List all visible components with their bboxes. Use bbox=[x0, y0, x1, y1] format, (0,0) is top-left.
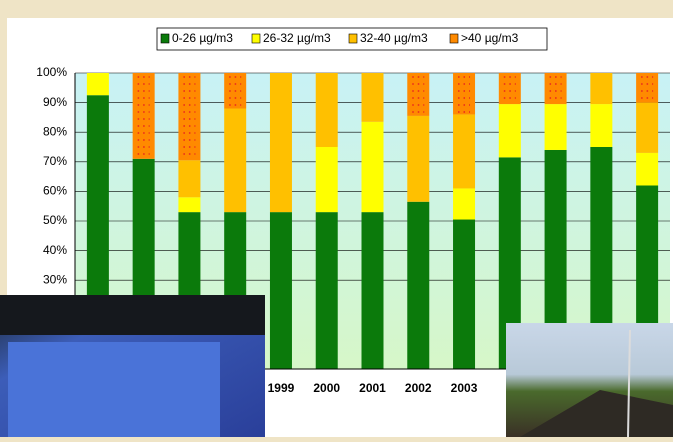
bar-segment bbox=[315, 147, 338, 213]
legend-label: >40 µg/m3 bbox=[461, 31, 519, 45]
bar-segment bbox=[453, 219, 476, 369]
y-tick-label: 60% bbox=[43, 184, 67, 198]
legend-label: 26-32 µg/m3 bbox=[263, 31, 331, 45]
y-tick-label: 70% bbox=[43, 154, 67, 168]
y-tick-label: 90% bbox=[43, 95, 67, 109]
bar-segment bbox=[269, 73, 292, 213]
photo-pole bbox=[627, 329, 631, 438]
y-tick-label: 80% bbox=[43, 124, 67, 138]
bar-segment bbox=[544, 73, 567, 105]
y-tick-label: 30% bbox=[43, 272, 67, 286]
legend-swatch bbox=[160, 33, 170, 44]
x-tick-label: 2000 bbox=[313, 381, 340, 395]
bar-segment bbox=[361, 121, 384, 213]
x-tick-label: 1999 bbox=[268, 381, 295, 395]
bar-segment bbox=[544, 149, 567, 369]
bar-segment bbox=[498, 73, 521, 105]
bar-segment bbox=[590, 73, 613, 105]
bar-segment bbox=[636, 73, 659, 103]
bar-segment bbox=[132, 73, 155, 159]
photo-bezel bbox=[0, 295, 265, 335]
y-tick-label: 100% bbox=[36, 65, 67, 79]
bar-segment bbox=[178, 73, 201, 161]
legend-swatch bbox=[348, 33, 358, 44]
bar-segment bbox=[224, 108, 247, 213]
bar-segment bbox=[178, 197, 201, 213]
x-tick-label: 2002 bbox=[405, 381, 432, 395]
x-tick-label: 2001 bbox=[359, 381, 386, 395]
bar-segment bbox=[636, 152, 659, 186]
bar-segment bbox=[407, 115, 430, 202]
bar-segment bbox=[544, 104, 567, 150]
bar-segment bbox=[453, 114, 476, 189]
legend-label: 0-26 µg/m3 bbox=[172, 31, 233, 45]
y-tick-label: 40% bbox=[43, 243, 67, 257]
photo-screen bbox=[8, 342, 220, 437]
bar-segment bbox=[178, 160, 201, 198]
y-tick-label: 50% bbox=[43, 213, 67, 227]
bar-segment bbox=[590, 147, 613, 369]
bar-segment bbox=[269, 212, 292, 369]
bar-segment bbox=[453, 188, 476, 220]
bar-segment bbox=[498, 157, 521, 369]
bar-segment bbox=[315, 73, 338, 147]
legend-label: 32-40 µg/m3 bbox=[360, 31, 428, 45]
overlays bbox=[0, 295, 673, 438]
bar-segment bbox=[453, 73, 476, 115]
bar-segment bbox=[361, 73, 384, 122]
x-tick-label: 2003 bbox=[451, 381, 478, 395]
bar-segment bbox=[407, 201, 430, 369]
bar-segment bbox=[498, 104, 521, 158]
bar-segment bbox=[86, 73, 109, 96]
legend-swatch bbox=[251, 33, 261, 44]
bar-segment bbox=[407, 73, 430, 116]
bar-segment bbox=[636, 102, 659, 153]
bar-segment bbox=[315, 212, 338, 369]
photo-roof bbox=[520, 390, 673, 437]
legend-swatch bbox=[449, 33, 459, 44]
bar-segment bbox=[361, 212, 384, 369]
bar-segment bbox=[590, 104, 613, 147]
